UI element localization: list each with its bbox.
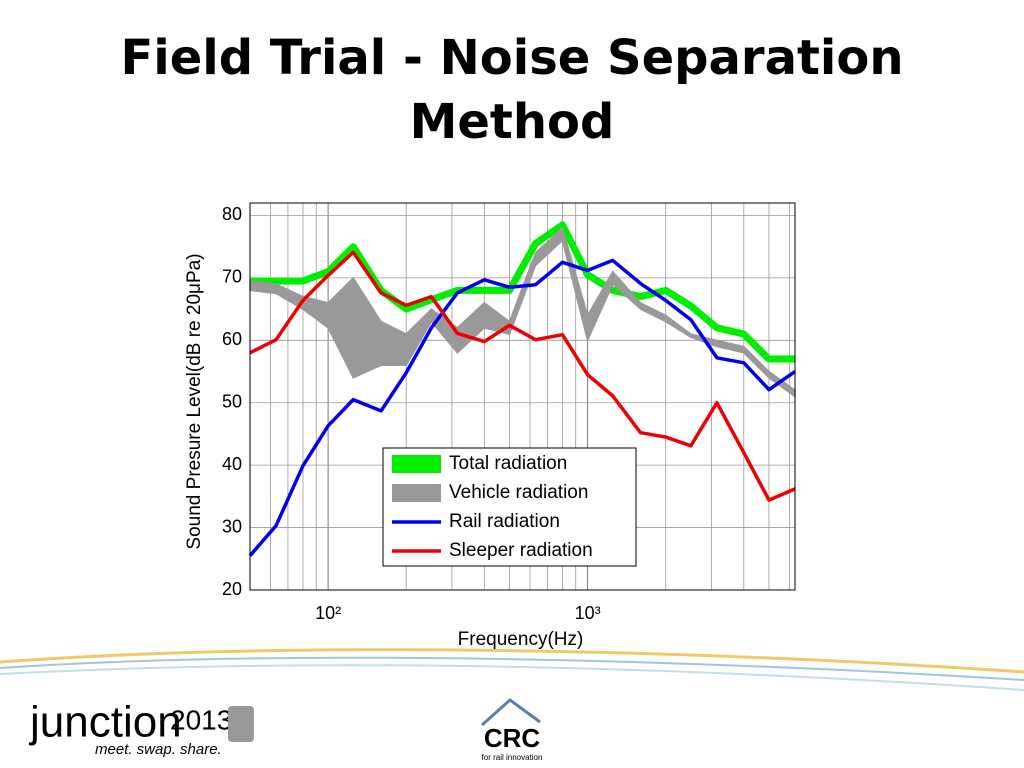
series-line: [249, 250, 796, 502]
y-tick-label: 20: [222, 579, 242, 599]
logo-tagline: meet. swap. share.: [95, 741, 222, 758]
x-tick-label: 10²: [315, 603, 341, 623]
legend-label: Total radiation: [449, 453, 567, 474]
y-axis-label: Sound Presure Level(dB re 20μPa): [184, 253, 205, 549]
y-tick-label: 60: [222, 329, 242, 349]
crc-arc: [481, 698, 541, 727]
x-axis-label: Frequency(Hz): [458, 629, 584, 650]
crc-logo: CRC: [484, 723, 541, 753]
logo-year: 2013: [170, 704, 232, 735]
y-tick-label: 40: [222, 454, 242, 474]
x-tick-label: 10³: [575, 603, 601, 623]
legend-swatch: [392, 484, 441, 502]
plot-frame: [249, 202, 796, 591]
y-tick-label: 30: [222, 516, 242, 536]
series-line: [248, 258, 796, 557]
total-band: [250, 221, 795, 363]
legend-swatch: [392, 455, 441, 473]
y-tick-label: 80: [222, 204, 242, 224]
train-icon: [228, 706, 254, 742]
crc-tagline: for rail innovation: [482, 753, 543, 762]
logo-text: junction: [28, 698, 182, 747]
slide-title: Field Trial - Noise Separation Method: [120, 30, 904, 150]
y-tick-label: 70: [222, 267, 242, 287]
y-tick-label: 50: [222, 391, 242, 411]
legend-label: Rail radiation: [449, 511, 560, 532]
legend-label: Sleeper radiation: [449, 540, 593, 561]
decor-swoosh: [0, 648, 1024, 691]
legend-label: Vehicle radiation: [449, 482, 588, 503]
